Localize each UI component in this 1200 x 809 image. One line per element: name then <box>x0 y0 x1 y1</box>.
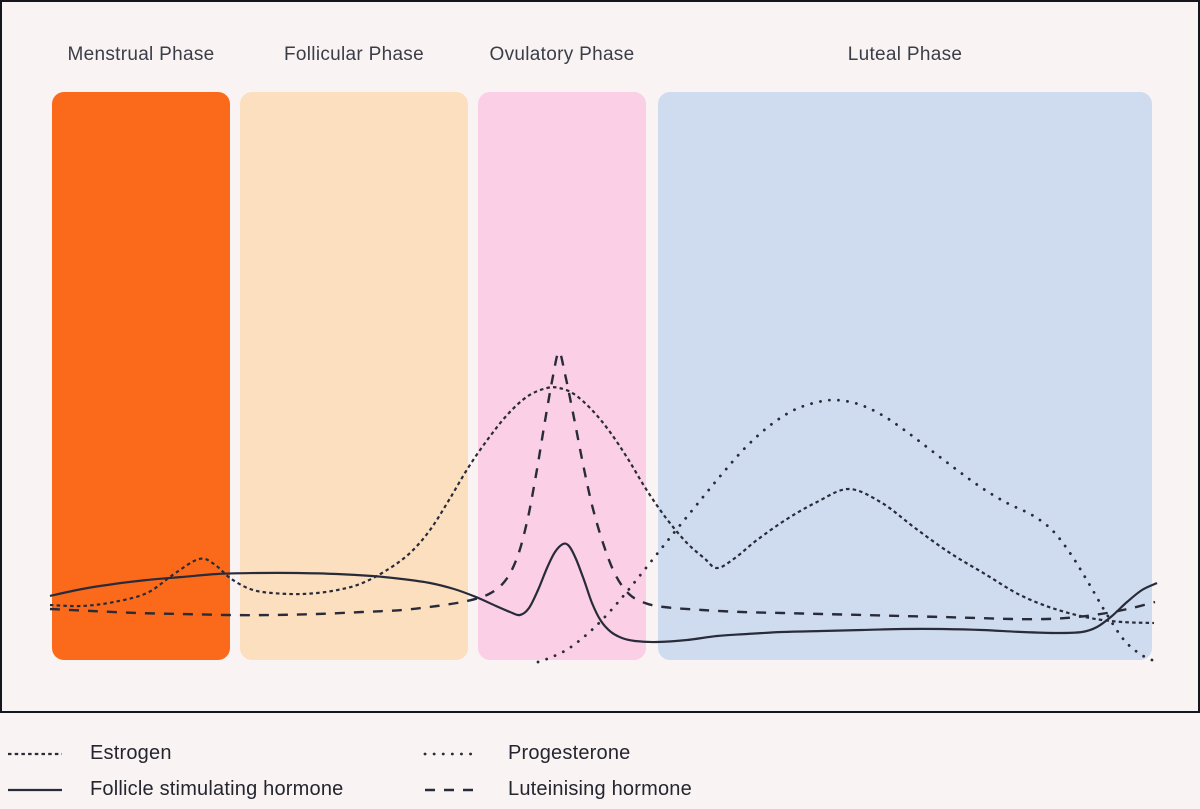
phase-box-follicular <box>240 92 468 660</box>
phase-label-ovulatory: Ovulatory Phase <box>489 44 635 65</box>
phase-box-menstrual <box>52 92 230 660</box>
legend-line-sample-progesterone <box>423 752 481 756</box>
legend-label-follicle-stimulating-hormone: Follicle stimulating hormone <box>90 778 344 800</box>
legend-line-sample-fsh <box>8 788 62 792</box>
legend-label-progesterone: Progesterone <box>508 742 631 764</box>
legend-label-luteinising-hormone: Luteinising hormone <box>508 778 692 800</box>
legend-label-estrogen: Estrogen <box>90 742 172 764</box>
phase-label-menstrual: Menstrual Phase <box>67 44 215 65</box>
phase-box-ovulatory <box>478 92 646 660</box>
legend-line-sample-estrogen <box>8 752 62 756</box>
legend-line-sample-luteinising-hormone <box>425 788 479 792</box>
phase-label-luteal: Luteal Phase <box>847 44 963 65</box>
chart-frame: Menstrual Phase Follicular Phase Ovulato… <box>0 0 1200 713</box>
phase-box-luteal <box>658 92 1152 660</box>
phase-label-follicular: Follicular Phase <box>284 44 424 65</box>
